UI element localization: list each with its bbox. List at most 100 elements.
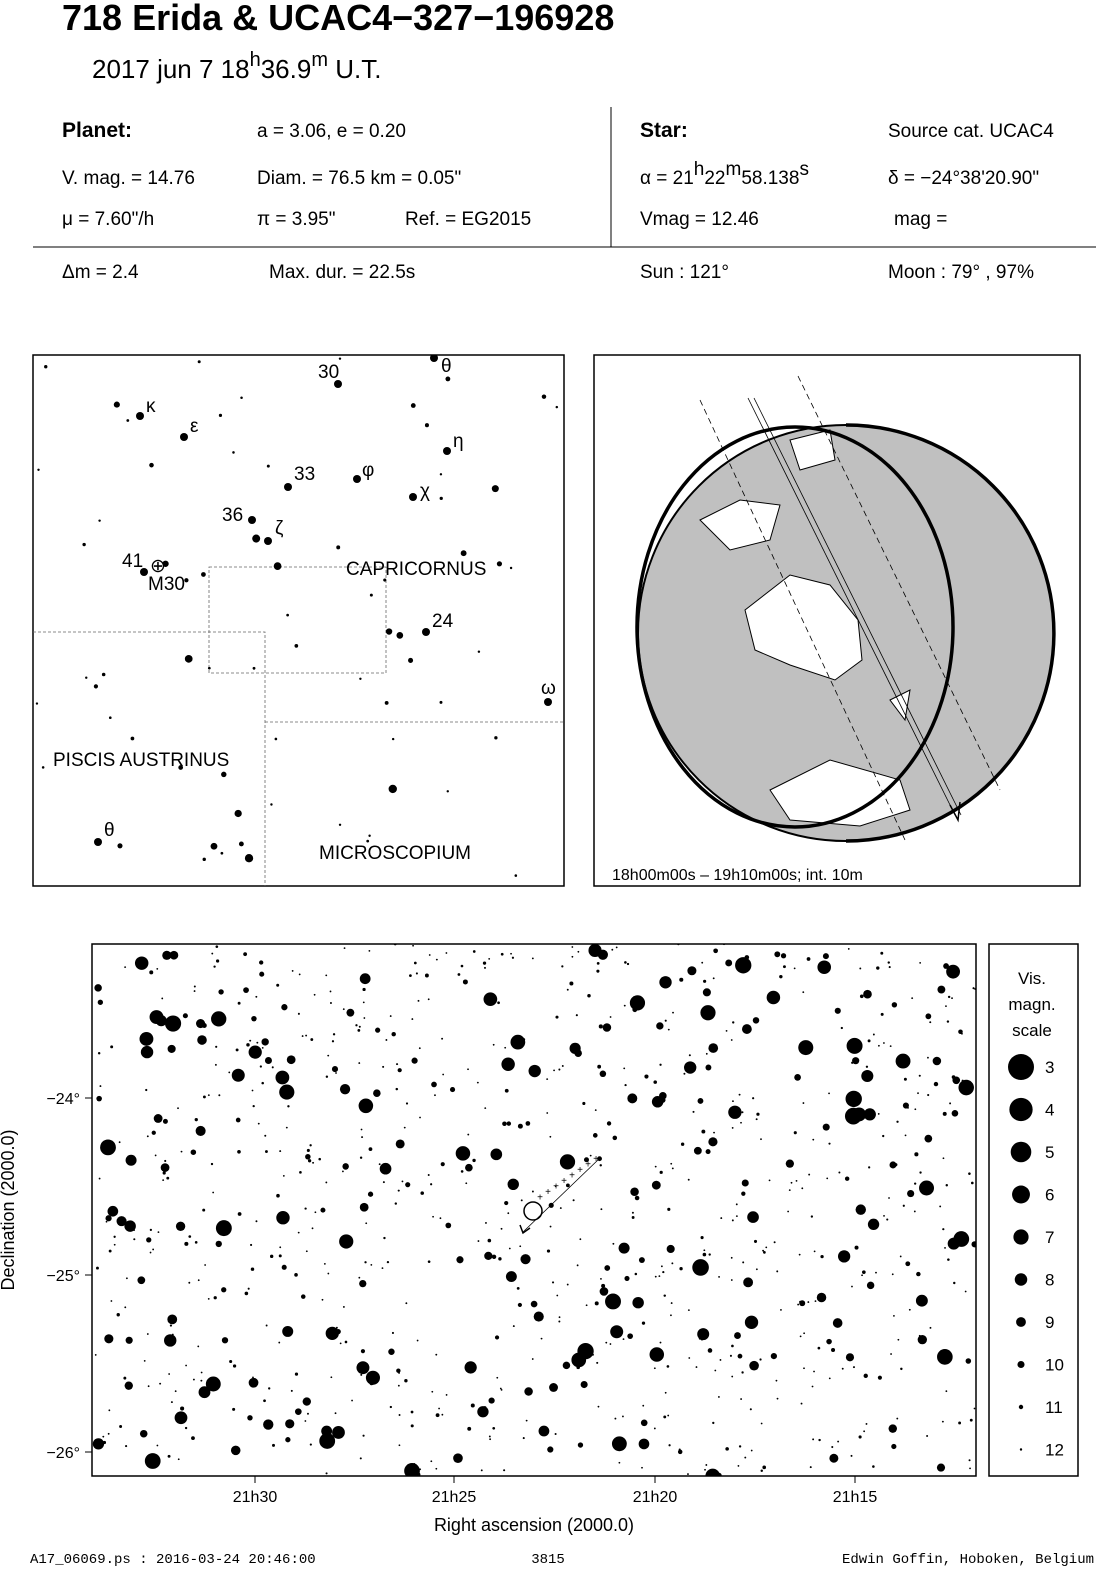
star bbox=[618, 1461, 621, 1464]
star bbox=[600, 1208, 603, 1211]
star bbox=[329, 990, 332, 993]
star bbox=[221, 1337, 229, 1344]
star bbox=[210, 842, 218, 850]
star bbox=[708, 1137, 718, 1147]
star bbox=[505, 1271, 517, 1283]
star bbox=[762, 1249, 765, 1252]
star bbox=[98, 519, 101, 522]
target bbox=[523, 1201, 543, 1221]
star bbox=[383, 1236, 386, 1240]
star bbox=[865, 1422, 868, 1425]
star bbox=[544, 698, 552, 706]
star bbox=[477, 650, 481, 653]
star bbox=[396, 1368, 401, 1373]
star bbox=[363, 1017, 366, 1019]
date-part: U.T. bbox=[328, 54, 381, 84]
star bbox=[605, 1341, 608, 1344]
star bbox=[888, 1197, 890, 1199]
track-cross: + bbox=[537, 1193, 543, 1204]
star bbox=[852, 1366, 855, 1369]
star bbox=[925, 1013, 932, 1020]
star bbox=[375, 1027, 381, 1033]
star bbox=[441, 1037, 444, 1040]
planet-label: Planet: bbox=[62, 119, 132, 142]
star bbox=[970, 1181, 974, 1185]
star bbox=[829, 1453, 839, 1463]
star bbox=[840, 1026, 843, 1030]
star bbox=[445, 952, 448, 954]
star bbox=[295, 1408, 302, 1415]
star bbox=[476, 1081, 479, 1084]
star bbox=[731, 1127, 734, 1129]
star bbox=[270, 803, 273, 806]
star bbox=[776, 1397, 779, 1400]
star bbox=[167, 1314, 178, 1325]
star bbox=[785, 1159, 794, 1168]
star bbox=[197, 1345, 200, 1348]
star bbox=[971, 1241, 976, 1248]
star bbox=[367, 1191, 374, 1197]
star bbox=[98, 1177, 101, 1180]
star bbox=[799, 1300, 802, 1304]
star bbox=[97, 1052, 101, 1055]
date-part: 36.9 bbox=[261, 54, 312, 84]
star bbox=[623, 1004, 626, 1007]
star bbox=[430, 1460, 433, 1463]
star bbox=[99, 1085, 102, 1088]
star bbox=[113, 1235, 116, 1238]
star bbox=[659, 1341, 662, 1344]
star bbox=[917, 1334, 927, 1345]
star bbox=[504, 1200, 509, 1206]
globe-panel: 18h00m00s – 19h10m00s; int. 10m bbox=[593, 354, 1081, 887]
star bbox=[500, 1227, 503, 1230]
star bbox=[168, 1023, 172, 1027]
star bbox=[249, 1039, 252, 1042]
star bbox=[41, 766, 45, 769]
star bbox=[817, 1346, 821, 1350]
star bbox=[571, 955, 574, 958]
star bbox=[213, 965, 216, 968]
star bbox=[156, 967, 159, 970]
star bbox=[434, 1094, 436, 1097]
star bbox=[255, 995, 258, 998]
star bbox=[82, 542, 86, 547]
star bbox=[702, 988, 711, 997]
star bbox=[116, 1313, 120, 1317]
star bbox=[861, 1069, 874, 1083]
star bbox=[491, 1254, 497, 1259]
star bbox=[802, 1102, 805, 1104]
star bbox=[167, 1044, 176, 1053]
star-label: Star: bbox=[640, 119, 688, 142]
star bbox=[659, 1170, 663, 1174]
star bbox=[215, 1045, 218, 1048]
star bbox=[213, 1296, 217, 1300]
star bbox=[280, 1217, 287, 1225]
ref: Ref. = EG2015 bbox=[405, 209, 531, 230]
star-chart: + + + + + + + + Declination (2000.0) Right asce… bbox=[0, 943, 1079, 1535]
star bbox=[427, 1260, 431, 1263]
star bbox=[470, 1403, 475, 1408]
star bbox=[606, 1121, 612, 1126]
star bbox=[294, 1372, 299, 1376]
star bbox=[362, 987, 366, 992]
star bbox=[455, 1146, 471, 1161]
x-tick-label: 21h15 bbox=[833, 1489, 878, 1506]
star bbox=[510, 952, 512, 955]
star bbox=[232, 451, 235, 454]
star bbox=[577, 950, 580, 953]
star bbox=[464, 1361, 477, 1374]
star bbox=[159, 1382, 162, 1385]
star bbox=[404, 1379, 408, 1383]
date-sup: m bbox=[311, 49, 328, 71]
star bbox=[294, 644, 299, 648]
star bbox=[381, 1267, 384, 1270]
star bbox=[877, 1113, 880, 1115]
star bbox=[740, 1398, 743, 1400]
star bbox=[237, 1001, 241, 1005]
star bbox=[719, 1359, 722, 1361]
star bbox=[418, 1047, 421, 1050]
star bbox=[264, 537, 272, 545]
star bbox=[943, 963, 949, 969]
star bbox=[413, 961, 417, 965]
star bbox=[207, 666, 211, 670]
